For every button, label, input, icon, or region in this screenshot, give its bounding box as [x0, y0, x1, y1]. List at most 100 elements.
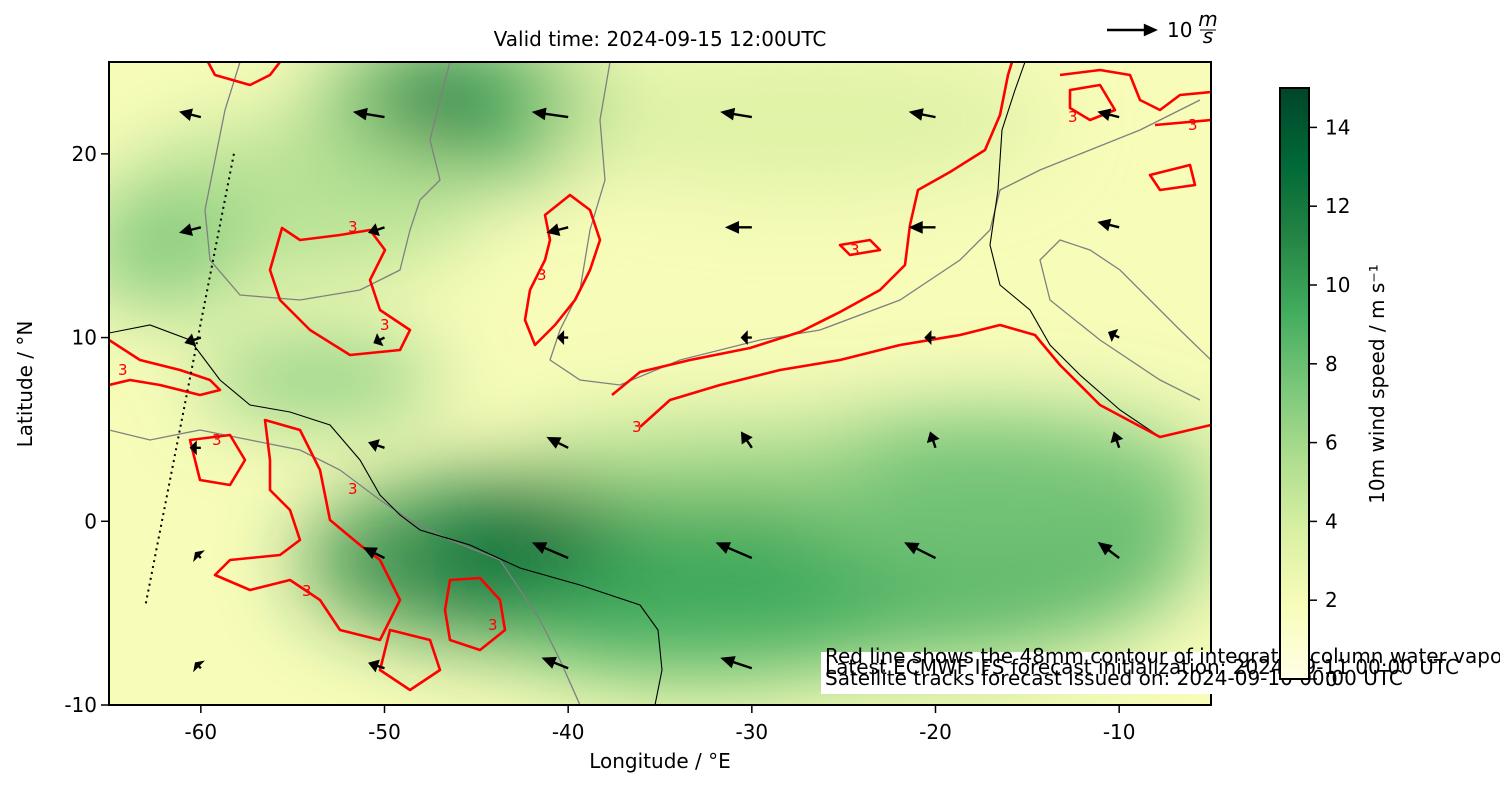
field-blob — [550, 62, 1050, 190]
field-blob — [109, 190, 240, 310]
wind-arrow — [531, 542, 569, 560]
reference-vector: 10 ms — [1107, 7, 1218, 48]
x-tick-label: -20 — [919, 720, 952, 744]
colorbar-tick-label: 2 — [1325, 588, 1338, 612]
wind-arrow — [546, 223, 569, 236]
wind-arrow — [904, 542, 937, 560]
moisture-contour — [188, 418, 402, 642]
reference-arrow — [1107, 23, 1158, 37]
wind-arrow — [352, 107, 385, 121]
wind-arrow — [368, 439, 385, 452]
coast-contour — [1039, 239, 1211, 401]
coastline — [109, 324, 663, 705]
wind-arrow — [908, 220, 936, 234]
colorbar — [1279, 87, 1310, 680]
wind-arrow — [924, 330, 936, 346]
moisture-contour — [523, 193, 602, 347]
note-line: Latest ECMWF IFS forecast initialization… — [825, 655, 1459, 679]
coastline — [989, 62, 1211, 438]
wind-arrow — [720, 107, 753, 121]
contour-label: 3 — [118, 361, 128, 379]
x-tick-label: -10 — [1103, 720, 1136, 744]
x-tick-label: -30 — [735, 720, 768, 744]
moisture-contour — [639, 323, 1211, 439]
field-blobs — [109, 62, 1211, 680]
y-tick-label: -10 — [64, 693, 97, 717]
wind-arrow — [908, 108, 936, 121]
colorbar-tick-label: 12 — [1325, 194, 1350, 218]
y-tick-label: 0 — [84, 509, 97, 533]
contour-label: 3 — [537, 266, 547, 284]
wind-arrow — [1097, 218, 1120, 232]
field-blob — [520, 420, 880, 500]
contour-label: 3 — [348, 480, 358, 498]
contour-label: 3 — [302, 582, 312, 600]
x-axis-label: Longitude / °E — [589, 749, 731, 773]
y-axis-label: Latitude / °N — [13, 321, 37, 448]
wind-arrow — [531, 107, 569, 121]
moisture-contour — [611, 62, 1014, 397]
wind-arrow — [368, 659, 385, 673]
x-tick-label: -50 — [368, 720, 401, 744]
reference-unit-num: m — [1198, 7, 1217, 31]
wind-arrow — [362, 547, 386, 560]
wind-arrow — [189, 440, 201, 456]
field-blob — [780, 410, 1211, 550]
wind-arrow — [740, 330, 752, 346]
x-tick-label: -40 — [552, 720, 585, 744]
colorbar-label: 10m wind speed / m s⁻¹ — [1365, 264, 1389, 504]
overlays: 3 3 3 3 3 3 3 3 3 3 3 3 — [109, 62, 1211, 705]
colorbar-tick-label: 14 — [1325, 115, 1350, 139]
wind-arrow — [184, 333, 202, 347]
contour-label: 3 — [632, 418, 642, 436]
wind-arrow — [373, 333, 386, 347]
moisture-contour — [206, 62, 882, 257]
wind-arrow — [740, 431, 753, 449]
wind-arrow — [724, 220, 752, 234]
wind-arrow — [1110, 431, 1124, 449]
reference-unit-den: s — [1203, 24, 1213, 48]
y-tick-label: 20 — [72, 142, 97, 166]
contour-label: 3 — [212, 431, 222, 449]
coast-contour — [204, 62, 451, 301]
wind-arrow — [179, 108, 202, 122]
field-blob — [500, 560, 900, 680]
wind-arrow — [541, 656, 569, 670]
contour-label: 3 — [348, 218, 358, 236]
plot-frame — [108, 61, 1212, 706]
note-line: Red line shows the 48mm contour of integ… — [825, 644, 1500, 668]
contour-label: 3 — [488, 616, 498, 634]
contour-label: 3 — [1068, 108, 1078, 126]
colorbar-tick-label: 6 — [1325, 431, 1338, 455]
coast-contour — [549, 62, 1201, 386]
contour-label: 3 — [380, 316, 390, 334]
wind-arrow — [179, 223, 202, 236]
note-box — [821, 652, 1215, 694]
moisture-contour — [268, 226, 412, 357]
contour-label: 3 — [1188, 116, 1198, 134]
wind-field — [109, 62, 1211, 705]
wind-arrow — [1097, 541, 1120, 559]
wind-arrow — [1097, 108, 1120, 122]
wind-arrow — [193, 660, 205, 673]
reference-magnitude: 10 — [1167, 18, 1192, 42]
wind-arrow — [715, 542, 753, 560]
note-line: Satellite tracks forecast issued on: 202… — [825, 666, 1403, 690]
colorbar-tick-label: 0 — [1325, 667, 1338, 691]
chart-title: Valid time: 2024-09-15 12:00UTC — [494, 27, 827, 51]
x-tick-label: -60 — [184, 720, 217, 744]
colorbar-tick-label: 8 — [1325, 352, 1338, 376]
wind-arrow — [368, 223, 385, 236]
colorbar-tick-label: 4 — [1325, 509, 1338, 533]
wind-arrow — [926, 431, 940, 449]
notes: Red line shows the 48mm contour of integ… — [825, 644, 1500, 690]
wind-arrow — [720, 656, 753, 670]
moisture-contour — [378, 576, 507, 692]
satellite-track — [144, 153, 235, 605]
wind-arrow — [193, 550, 205, 563]
colorbar-tick-label: 10 — [1325, 273, 1350, 297]
contour-label: 3 — [850, 241, 860, 259]
wind-arrow — [556, 330, 569, 346]
y-tick-label: 10 — [72, 326, 97, 350]
